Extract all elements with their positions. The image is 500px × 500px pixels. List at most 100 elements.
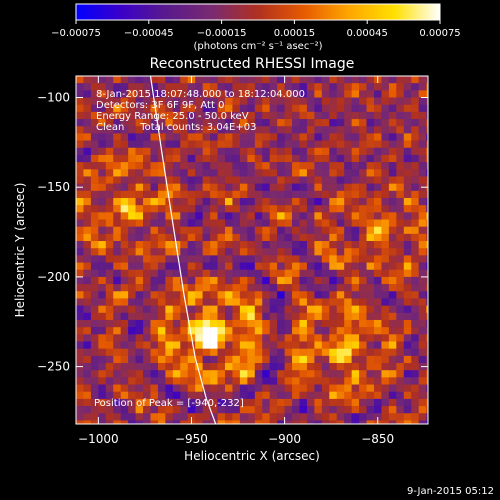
heatmap-cell xyxy=(292,104,300,113)
heatmap-cell xyxy=(426,291,428,299)
heatmap-cell xyxy=(165,241,174,249)
heatmap-cell xyxy=(299,312,308,321)
heatmap-cell xyxy=(262,111,270,120)
heatmap-cell xyxy=(284,262,293,271)
colorbar-tick-label: 0.00015 xyxy=(274,28,315,39)
heatmap-cell xyxy=(292,298,300,306)
heatmap-cell xyxy=(403,162,412,170)
heatmap-cell xyxy=(329,406,338,414)
heatmap-cell xyxy=(321,111,330,120)
heatmap-cell xyxy=(366,269,375,278)
heatmap-cell xyxy=(217,97,226,106)
heatmap-cell xyxy=(344,90,352,98)
heatmap-cell xyxy=(306,327,315,335)
heatmap-cell xyxy=(195,291,203,299)
heatmap-cell xyxy=(254,420,263,424)
heatmap-cell xyxy=(83,291,92,299)
heatmap-cell xyxy=(105,269,114,278)
heatmap-cell xyxy=(426,248,428,256)
heatmap-cell xyxy=(366,377,375,385)
heatmap-cell xyxy=(314,262,323,271)
heatmap-cell xyxy=(217,327,226,335)
heatmap-cell xyxy=(388,219,397,227)
heatmap-cell xyxy=(232,291,241,299)
heatmap-cell xyxy=(76,377,84,385)
heatmap-cell xyxy=(306,269,315,278)
heatmap-cell xyxy=(418,319,427,328)
heatmap-cell xyxy=(344,276,352,285)
heatmap-cell xyxy=(172,398,181,407)
heatmap-cell xyxy=(359,370,367,378)
heatmap-cell xyxy=(262,126,270,134)
heatmap-cell xyxy=(210,255,218,263)
heatmap-cell xyxy=(292,140,300,149)
heatmap-cell xyxy=(195,341,203,349)
heatmap-cell xyxy=(98,126,107,134)
heatmap-cell xyxy=(113,391,121,400)
heatmap-cell xyxy=(321,197,330,206)
heatmap-cell xyxy=(224,133,233,141)
heatmap-cell xyxy=(411,398,419,407)
heatmap-cell xyxy=(314,126,323,134)
heatmap-cell xyxy=(359,190,367,199)
heatmap-cell xyxy=(418,312,427,321)
heatmap-cell xyxy=(396,183,405,192)
heatmap-cell xyxy=(187,363,196,371)
heatmap-cell xyxy=(232,319,241,328)
heatmap-cell xyxy=(314,233,323,242)
heatmap-cell xyxy=(418,406,427,414)
heatmap-cell xyxy=(373,348,382,357)
heatmap-cell xyxy=(157,76,166,84)
heatmap-cell xyxy=(172,341,181,349)
heatmap-cell xyxy=(172,162,181,170)
heatmap-cell xyxy=(217,241,226,249)
heatmap-cell xyxy=(128,291,136,299)
heatmap-cell xyxy=(180,176,189,184)
heatmap-cell xyxy=(426,140,428,149)
heatmap-cell xyxy=(135,276,144,285)
heatmap-cell xyxy=(396,291,405,299)
heatmap-cell xyxy=(195,212,203,220)
heatmap-cell xyxy=(373,104,382,113)
heatmap-cell xyxy=(299,370,308,378)
heatmap-cell xyxy=(105,233,114,242)
heatmap-cell xyxy=(299,341,308,349)
heatmap-cell xyxy=(262,370,270,378)
heatmap-cell xyxy=(306,212,315,220)
heatmap-cell xyxy=(210,226,218,235)
heatmap-cell xyxy=(314,90,323,98)
heatmap-cell xyxy=(411,233,419,242)
heatmap-cell xyxy=(150,241,159,249)
heatmap-cell xyxy=(426,90,428,98)
heatmap-cell xyxy=(143,126,151,134)
heatmap-cell xyxy=(90,233,99,242)
heatmap-cell xyxy=(277,269,285,278)
heatmap-cell xyxy=(76,269,84,278)
heatmap-cell xyxy=(373,406,382,414)
heatmap-cell xyxy=(292,327,300,335)
heatmap-cell xyxy=(403,327,412,335)
heatmap-cell xyxy=(113,190,121,199)
heatmap-cell xyxy=(321,241,330,249)
heatmap-cell xyxy=(254,233,263,242)
heatmap-cell xyxy=(210,413,218,421)
heatmap-cell xyxy=(217,162,226,170)
heatmap-cell xyxy=(277,341,285,349)
heatmap-cell xyxy=(98,355,107,364)
heatmap-cell xyxy=(83,284,92,292)
heatmap-cell xyxy=(247,162,256,170)
heatmap-cell xyxy=(418,420,427,424)
heatmap-cell xyxy=(172,348,181,357)
heatmap-cell xyxy=(210,219,218,227)
heatmap-cell xyxy=(351,154,360,163)
heatmap-cell xyxy=(217,226,226,235)
heatmap-cell xyxy=(224,298,233,306)
heatmap-cell xyxy=(157,233,166,242)
heatmap-cell xyxy=(150,305,159,314)
heatmap-cell xyxy=(165,76,174,84)
heatmap-cell xyxy=(344,147,352,156)
heatmap-cell xyxy=(344,298,352,306)
heatmap-cell xyxy=(329,176,338,184)
heatmap-cell xyxy=(292,97,300,106)
heatmap-cell xyxy=(180,104,189,113)
